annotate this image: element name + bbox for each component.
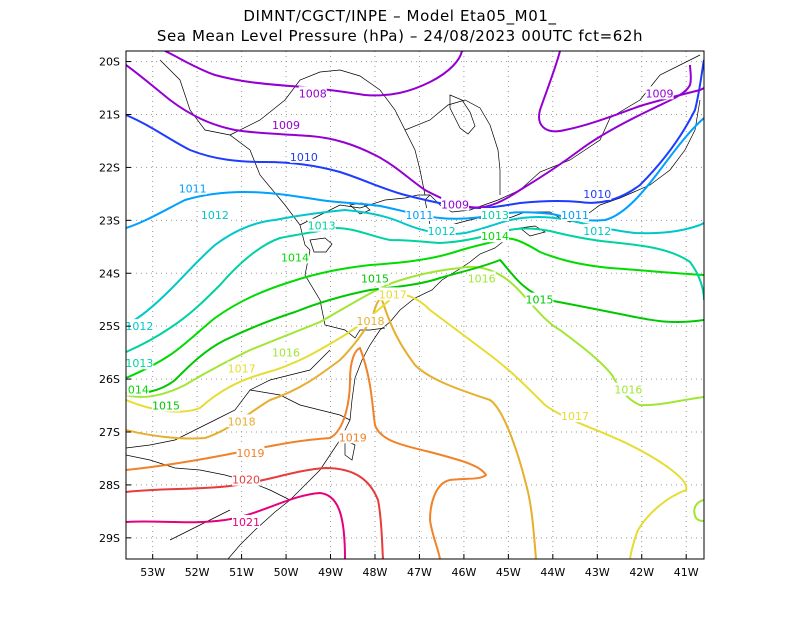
isobar-label-background (525, 292, 554, 306)
lat-tick-label: 29S (99, 532, 120, 545)
isobar-label: 1010 (583, 188, 611, 201)
isobar-label-background (481, 229, 510, 243)
lon-tick-label: 47W (407, 566, 432, 579)
isobar-label: 1014 (281, 251, 309, 264)
lon-tick-label: 52W (185, 566, 210, 579)
lon-tick-label: 46W (451, 566, 476, 579)
lat-tick-label: 28S (99, 479, 120, 492)
isobar-label-background (645, 86, 674, 100)
isobar-label-background (152, 398, 181, 412)
isobar-label: 1017 (379, 288, 407, 301)
isobar-label: 1016 (614, 384, 642, 397)
isobar-label: 1014 (481, 230, 509, 243)
lat-tick-label: 23S (99, 214, 120, 227)
isobar-label: 1020 (232, 474, 260, 487)
isobar-label: 1021 (232, 516, 260, 529)
isobar-label: 1012 (583, 225, 611, 238)
isobar-label-background (232, 472, 261, 486)
isobar-label-background (227, 414, 256, 428)
isobar-label: 1019 (236, 447, 264, 460)
map-title-line-1: DIMNT/CGCT/INPE – Model Eta05_M01_ (243, 7, 557, 25)
isobar-label: 1011 (405, 209, 433, 222)
isobar-label-background (378, 287, 407, 301)
isobar-label: 1015 (152, 400, 180, 413)
isobar-label-background (583, 223, 612, 237)
isobar-label-background (298, 86, 327, 100)
isobar-label: 1011 (561, 209, 589, 222)
plot-frame (125, 50, 705, 560)
isobar-label: 1008 (299, 87, 327, 100)
isobar-label-background (178, 181, 207, 195)
isobar-label-background (467, 271, 496, 285)
isobar-label-background (360, 271, 389, 285)
map-title-line-2: Sea Mean Level Pressure (hPa) – 24/08/20… (156, 27, 644, 45)
isobar-label-background (561, 208, 590, 222)
lon-tick-label: 41W (674, 566, 699, 579)
isobar-label-background (356, 313, 385, 327)
isobar-label: 1009 (646, 87, 674, 100)
isobar-label: 1015 (525, 294, 553, 307)
isobar-label-background (405, 208, 434, 222)
lon-tick-label: 48W (363, 566, 388, 579)
isobar-label: 1009 (272, 119, 300, 132)
isobar-label-background (583, 186, 612, 200)
isobar-label-background (441, 197, 470, 211)
axis-tick-labels: 20S 21S 22S 23S 24S 25S 26S 27S 28S 29S 53W 52W 51W 5… (99, 56, 699, 579)
isobar-label: 1011 (179, 183, 207, 196)
isobar-label: 1015 (361, 273, 389, 286)
isobar-label: 1013 (125, 357, 153, 370)
lon-tick-label: 42W (629, 566, 654, 579)
isobar-labels: 1008 1009 1009 1009 1010 1010 1011 1011 1011 1012… (121, 86, 674, 529)
isobar-label: 1018 (228, 415, 256, 428)
lat-tick-label: 25S (99, 320, 120, 333)
isobar-label: 1013 (481, 209, 509, 222)
isobar-label: 1012 (125, 320, 153, 333)
isobar-label: 1010 (290, 151, 318, 164)
isobar-label-background (280, 250, 309, 264)
isobar-label: 1017 (228, 363, 256, 376)
isobar-label-background (272, 118, 301, 132)
lat-tick-label: 21S (99, 109, 120, 122)
isobar-label: 1009 (441, 198, 469, 211)
lon-tick-label: 51W (229, 566, 254, 579)
isobar-label-background (289, 149, 318, 163)
lat-tick-label: 22S (99, 161, 120, 174)
lat-tick-label: 26S (99, 373, 120, 386)
isobar-label-background (561, 409, 590, 423)
lon-tick-label: 45W (496, 566, 521, 579)
lon-tick-label: 43W (585, 566, 610, 579)
isobar-label-background (126, 319, 154, 333)
isobar-label: 1013 (308, 220, 336, 233)
lon-tick-label: 49W (318, 566, 343, 579)
isobar-label: 1014 (121, 384, 149, 397)
lon-tick-label: 50W (274, 566, 299, 579)
isobar-label-background (227, 361, 256, 375)
isobar-label-background (481, 208, 510, 222)
isobar-label-background (272, 345, 301, 359)
coastline-and-borders (126, 54, 701, 559)
isobar-label-background (338, 430, 367, 444)
lat-tick-label: 24S (99, 267, 120, 280)
isobar-label: 1012 (201, 209, 229, 222)
isobar-label-background (236, 446, 265, 460)
isobar-label-background (200, 208, 229, 222)
isobar-label-background (126, 356, 154, 370)
lon-tick-label: 44W (540, 566, 565, 579)
isobar-label: 1018 (357, 315, 385, 328)
lat-tick-label: 27S (99, 426, 120, 439)
lat-tick-label: 20S (99, 56, 120, 69)
isobar-label: 1016 (272, 347, 300, 360)
lon-tick-label: 53W (140, 566, 165, 579)
isobar-label-background (427, 223, 456, 237)
isobar-contours (126, 51, 704, 559)
isobar-label: 1017 (561, 410, 589, 423)
isobar-label-background (307, 218, 336, 232)
isobar-label: 1012 (428, 225, 456, 238)
isobar-label-background (614, 382, 643, 396)
isobar-label-background (126, 382, 149, 396)
isobar-label: 1019 (339, 431, 367, 444)
isobar-label-background (232, 514, 261, 528)
isobar-label: 1016 (468, 273, 496, 286)
